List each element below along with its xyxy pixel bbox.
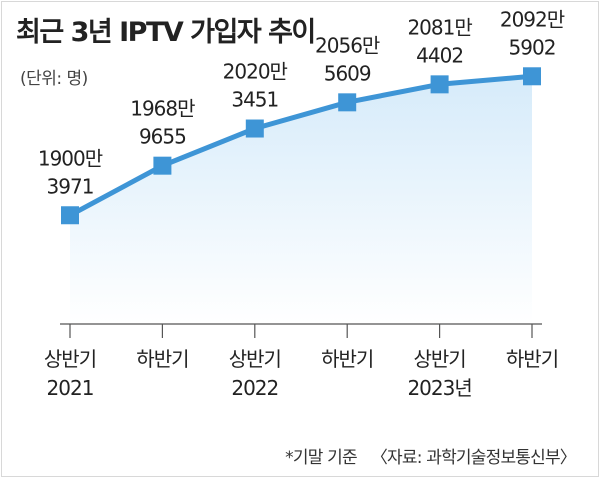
- x-tick-label: 하반기: [321, 347, 373, 371]
- data-point: [523, 67, 541, 86]
- data-label: 2092만 5902: [500, 7, 565, 59]
- x-tick-label: 하반기: [136, 347, 188, 371]
- data-label: 2020만 3451: [223, 60, 288, 112]
- unit-note: (단위: 명): [20, 69, 88, 89]
- data-point: [61, 206, 79, 225]
- source-note: 〈자료: 과학기술정보통신부〉: [370, 448, 577, 468]
- x-tick-label: 상반기 2023년: [407, 347, 471, 400]
- data-point: [338, 93, 357, 112]
- data-label: 2081만 4402: [407, 15, 472, 67]
- data-point: [245, 119, 264, 138]
- x-tick-label: 상반기 2022: [229, 347, 281, 400]
- footnote: *기말 기준: [285, 448, 357, 468]
- x-tick-label: 상반기 2021: [44, 347, 96, 400]
- data-label: 1968만 9655: [130, 97, 195, 149]
- x-tick-label: 하반기: [506, 347, 558, 371]
- series-line: [68, 73, 533, 218]
- chart-title: 최근 3년 IPTV 가입자 추이: [16, 17, 316, 48]
- footnote-row: *기말 기준 〈자료: 과학기술정보통신부〉: [285, 443, 577, 468]
- data-label: 2056만 5609: [315, 33, 380, 85]
- data-point: [430, 75, 449, 94]
- data-point: [153, 156, 172, 175]
- data-label: 1900만 3971: [38, 146, 103, 198]
- area-fill: [70, 76, 532, 324]
